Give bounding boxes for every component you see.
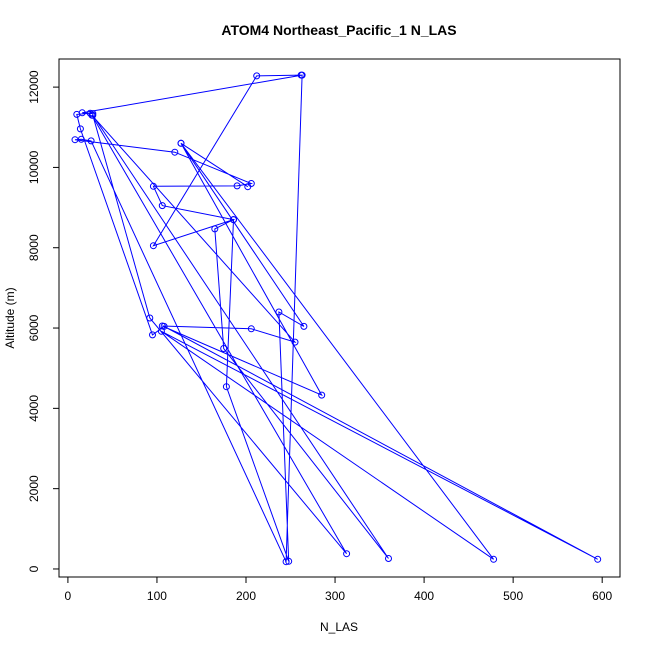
data-point [149, 242, 157, 250]
y-tick-label: 8000 [27, 234, 41, 261]
data-point [149, 182, 157, 190]
data-point [77, 135, 85, 143]
y-tick-label: 12000 [27, 70, 41, 104]
data-point [318, 391, 326, 399]
data-point [211, 225, 219, 233]
data-point [594, 555, 602, 563]
data-point [285, 557, 293, 565]
chart-title: ATOM4 Northeast_Pacific_1 N_LAS [221, 22, 456, 38]
x-tick-label: 500 [503, 589, 523, 603]
data-point [247, 325, 255, 333]
data-point [76, 125, 84, 133]
data-point [230, 216, 237, 224]
data-point [157, 327, 165, 335]
x-tick-label: 200 [236, 589, 256, 603]
y-tick-label: 0 [27, 565, 41, 572]
x-tick-label: 400 [414, 589, 434, 603]
y-tick-label: 6000 [27, 314, 41, 341]
data-point [300, 322, 308, 330]
data-point [171, 148, 179, 156]
x-tick-label: 0 [65, 589, 72, 603]
data-point [177, 139, 185, 147]
data-point [220, 345, 228, 352]
x-tick-label: 100 [147, 589, 167, 603]
data-point [222, 383, 230, 391]
data-point [233, 182, 241, 190]
data-point [282, 558, 290, 566]
data-point [244, 183, 252, 191]
y-tick-label: 4000 [27, 395, 41, 422]
series-line [74, 74, 598, 562]
data-point [88, 111, 96, 119]
data-point [253, 72, 261, 80]
data-point [298, 71, 306, 79]
x-tick-label: 600 [592, 589, 612, 603]
data-point [275, 308, 283, 316]
y-tick-label: 10000 [27, 150, 41, 184]
plot-frame [58, 58, 621, 578]
data-point [87, 137, 95, 145]
y-tick-label: 2000 [27, 475, 41, 502]
data-point [158, 202, 166, 210]
data-point [146, 314, 154, 322]
x-axis: 0 100 200 300 400 500 600 [65, 576, 613, 603]
data-point [343, 550, 351, 558]
y-axis: 0 2000 4000 6000 8000 10000 12000 [27, 70, 60, 572]
series-layer [71, 71, 602, 566]
x-tick-label: 300 [325, 589, 345, 603]
data-point [149, 331, 156, 339]
data-point [385, 555, 392, 562]
data-point [490, 555, 498, 563]
y-axis-label: Altitude (m) [3, 287, 17, 348]
data-point [158, 322, 166, 330]
data-point [73, 110, 81, 118]
data-point [291, 338, 299, 346]
x-axis-label: N_LAS [320, 620, 358, 634]
